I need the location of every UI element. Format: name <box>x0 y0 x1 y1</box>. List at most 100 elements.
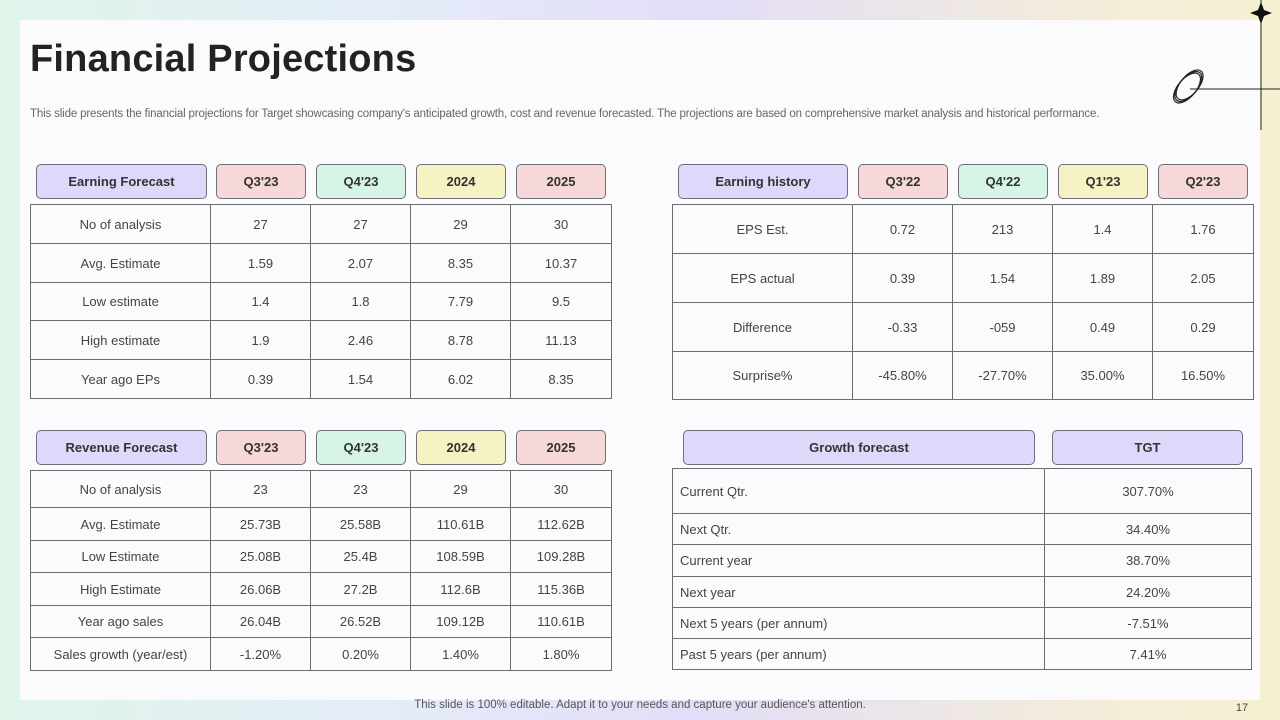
table-cell: -0.33 <box>852 302 953 352</box>
table-cell: 11.13 <box>510 320 612 360</box>
table-cell: 0.20% <box>310 637 411 671</box>
table-cell: 10.37 <box>510 243 612 283</box>
earning-history-header: Earning history <box>678 164 848 199</box>
row-label: Surprise% <box>672 351 853 400</box>
table-cell: 27 <box>210 204 311 244</box>
earning-forecast-col-q4-23: Q4'23 <box>316 164 406 199</box>
table-row: Year ago EPs 0.39 1.54 6.02 8.35 <box>30 359 612 399</box>
table-cell: 110.61B <box>510 605 612 638</box>
table-cell: 30 <box>510 204 612 244</box>
table-cell: 307.70% <box>1044 468 1252 514</box>
table-cell: 112.6B <box>410 572 511 606</box>
table-cell: 0.49 <box>1052 302 1153 352</box>
growth-forecast-header: Growth forecast <box>683 430 1035 465</box>
table-row: No of analysis 27 27 29 30 <box>30 204 612 244</box>
table-row: Next Qtr. 34.40% <box>672 513 1252 545</box>
table-row: Current Qtr. 307.70% <box>672 468 1252 514</box>
page-title: Financial Projections <box>30 38 417 80</box>
revenue-forecast-col-q3-23: Q3'23 <box>216 430 306 465</box>
table-cell: 7.41% <box>1044 638 1252 670</box>
earning-forecast-col-q3-23: Q3'23 <box>216 164 306 199</box>
row-label: Past 5 years (per annum) <box>672 638 1045 670</box>
table-cell: 2.07 <box>310 243 411 283</box>
table-cell: 29 <box>410 470 511 508</box>
revenue-forecast-table: No of analysis 23 23 29 30 Avg. Estimate… <box>30 470 612 671</box>
sparkle-star-icon <box>1250 2 1272 24</box>
earning-forecast-header: Earning Forecast <box>36 164 207 199</box>
table-cell: -059 <box>952 302 1053 352</box>
table-row: Current year 38.70% <box>672 544 1252 577</box>
table-cell: 1.54 <box>952 253 1053 303</box>
table-row: Next year 24.20% <box>672 576 1252 608</box>
earning-history-col-q2-23: Q2'23 <box>1158 164 1248 199</box>
growth-forecast-col-tgt: TGT <box>1052 430 1243 465</box>
earning-forecast-col-2024: 2024 <box>416 164 506 199</box>
row-label: Current year <box>672 544 1045 577</box>
table-cell: 25.73B <box>210 507 311 541</box>
table-cell: 0.39 <box>210 359 311 399</box>
table-cell: 6.02 <box>410 359 511 399</box>
row-label: Next year <box>672 576 1045 608</box>
table-cell: 109.28B <box>510 540 612 573</box>
table-cell: 2.05 <box>1152 253 1254 303</box>
table-cell: 24.20% <box>1044 576 1252 608</box>
table-row: Avg. Estimate 1.59 2.07 8.35 10.37 <box>30 243 612 283</box>
table-row: High estimate 1.9 2.46 8.78 11.13 <box>30 320 612 360</box>
table-row: Avg. Estimate 25.73B 25.58B 110.61B 112.… <box>30 507 612 541</box>
revenue-forecast-header: Revenue Forecast <box>36 430 207 465</box>
revenue-forecast-col-q4-23: Q4'23 <box>316 430 406 465</box>
table-cell: 8.78 <box>410 320 511 360</box>
table-row: Next 5 years (per annum) -7.51% <box>672 607 1252 639</box>
row-label: Next Qtr. <box>672 513 1045 545</box>
table-cell: 110.61B <box>410 507 511 541</box>
table-cell: 25.58B <box>310 507 411 541</box>
table-cell: 23 <box>210 470 311 508</box>
table-cell: 23 <box>310 470 411 508</box>
table-cell: 109.12B <box>410 605 511 638</box>
ring-decoration-icon <box>1172 0 1280 130</box>
row-label: Low estimate <box>30 282 211 321</box>
earning-history-table: EPS Est. 0.72 213 1.4 1.76 EPS actual 0.… <box>672 204 1254 400</box>
table-cell: 1.4 <box>210 282 311 321</box>
table-cell: 16.50% <box>1152 351 1254 400</box>
table-cell: 34.40% <box>1044 513 1252 545</box>
table-cell: 2.46 <box>310 320 411 360</box>
table-cell: 0.72 <box>852 204 953 254</box>
table-cell: 26.06B <box>210 572 311 606</box>
table-cell: -45.80% <box>852 351 953 400</box>
table-cell: 115.36B <box>510 572 612 606</box>
table-cell: 213 <box>952 204 1053 254</box>
table-cell: 7.79 <box>410 282 511 321</box>
row-label: Low Estimate <box>30 540 211 573</box>
row-label: Year ago EPs <box>30 359 211 399</box>
table-row: Surprise% -45.80% -27.70% 35.00% 16.50% <box>672 351 1254 400</box>
row-label: EPS actual <box>672 253 853 303</box>
table-row: No of analysis 23 23 29 30 <box>30 470 612 508</box>
table-row: Low estimate 1.4 1.8 7.79 9.5 <box>30 282 612 321</box>
earning-forecast-table: No of analysis 27 27 29 30 Avg. Estimate… <box>30 204 612 399</box>
table-cell: 1.59 <box>210 243 311 283</box>
table-cell: 1.89 <box>1052 253 1153 303</box>
revenue-forecast-col-2025: 2025 <box>516 430 606 465</box>
table-cell: 112.62B <box>510 507 612 541</box>
earning-history-col-q4-22: Q4'22 <box>958 164 1048 199</box>
revenue-forecast-col-2024: 2024 <box>416 430 506 465</box>
row-label: EPS Est. <box>672 204 853 254</box>
table-cell: 26.04B <box>210 605 311 638</box>
table-cell: 8.35 <box>410 243 511 283</box>
row-label: High Estimate <box>30 572 211 606</box>
table-cell: 0.29 <box>1152 302 1254 352</box>
row-label: Year ago sales <box>30 605 211 638</box>
table-row: High Estimate 26.06B 27.2B 112.6B 115.36… <box>30 572 612 606</box>
row-label: High estimate <box>30 320 211 360</box>
table-cell: 27 <box>310 204 411 244</box>
table-cell: 9.5 <box>510 282 612 321</box>
table-cell: 25.4B <box>310 540 411 573</box>
table-row: EPS actual 0.39 1.54 1.89 2.05 <box>672 253 1254 303</box>
row-label: Avg. Estimate <box>30 243 211 283</box>
row-label: No of analysis <box>30 204 211 244</box>
row-label: Difference <box>672 302 853 352</box>
earning-forecast-col-2025: 2025 <box>516 164 606 199</box>
table-cell: 1.54 <box>310 359 411 399</box>
table-cell: 27.2B <box>310 572 411 606</box>
